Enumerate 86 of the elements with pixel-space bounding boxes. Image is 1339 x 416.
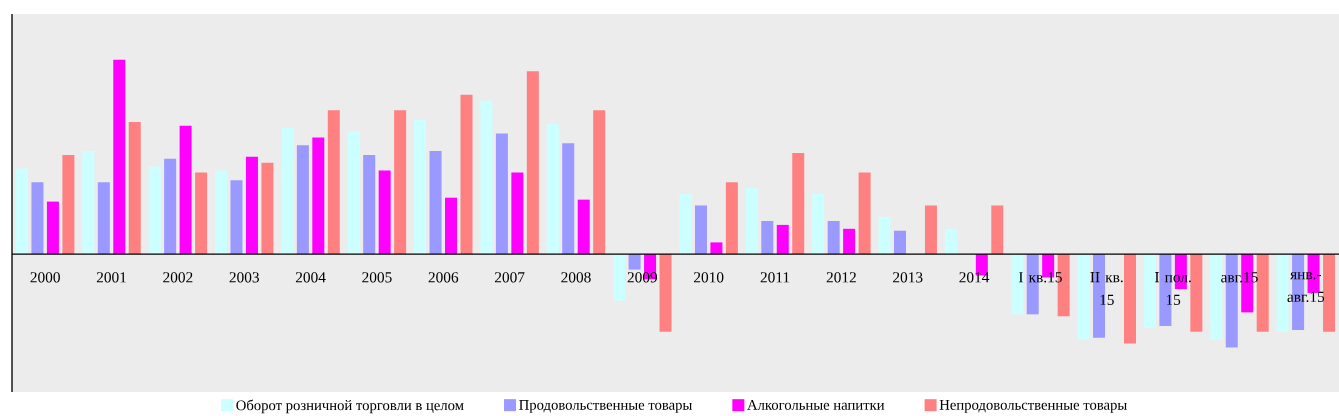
bar — [414, 119, 427, 255]
bar — [245, 156, 258, 255]
bar — [812, 193, 825, 255]
bar — [347, 131, 360, 255]
bar — [327, 110, 340, 255]
bar — [15, 168, 28, 255]
bar — [281, 127, 294, 255]
bar — [1210, 254, 1223, 340]
bar — [128, 121, 141, 255]
x-tick-label: II кв. 15 — [1090, 272, 1123, 305]
legend-label: Оборот розничной торговли в целом — [236, 399, 464, 414]
bar — [46, 201, 59, 255]
bar — [878, 217, 891, 255]
x-tick-label: 2002 — [163, 272, 193, 283]
bar — [261, 162, 274, 255]
bar — [843, 228, 856, 255]
x-tick-label: 2013 — [893, 272, 923, 283]
bar — [195, 172, 208, 255]
x-tick-label: 2000 — [30, 272, 60, 283]
x-tick-label: 2004 — [295, 272, 326, 283]
bar — [215, 170, 228, 255]
x-tick-label: 2012 — [826, 272, 856, 283]
bar — [1011, 254, 1024, 315]
bar — [495, 133, 508, 255]
bar — [659, 254, 672, 332]
bar — [62, 154, 75, 255]
bar — [164, 158, 177, 255]
bar — [577, 199, 590, 255]
legend-label: Непродовольственные товары — [939, 399, 1127, 413]
bar — [113, 59, 126, 255]
x-tick-label: I кв.15 — [1018, 272, 1062, 283]
x-tick-label: 2007 — [494, 272, 525, 283]
x-tick-label: 2006 — [428, 272, 459, 283]
x-tick-label: 2014 — [959, 272, 990, 283]
x-tick-label: 2010 — [694, 272, 724, 283]
bar — [761, 220, 774, 255]
x-tick-label: 2009 — [627, 272, 658, 283]
bar — [725, 182, 738, 255]
bar — [894, 230, 906, 255]
bar — [230, 180, 243, 255]
bar — [312, 137, 325, 255]
bar — [546, 123, 559, 255]
bar — [511, 172, 524, 255]
bar — [296, 145, 309, 255]
legend-label: Продовольственные товары — [519, 399, 692, 413]
bar — [792, 152, 805, 255]
bar — [526, 71, 539, 255]
bar — [628, 254, 641, 270]
bar — [148, 166, 161, 255]
bar — [394, 110, 407, 255]
x-tick-label: 2005 — [362, 272, 392, 283]
bar — [480, 100, 493, 255]
bar — [82, 150, 95, 255]
bar — [1323, 254, 1336, 332]
x-tick-label: 2003 — [229, 272, 259, 283]
bar — [363, 154, 376, 255]
bar — [827, 220, 840, 255]
bar — [944, 228, 957, 255]
bar — [679, 193, 692, 255]
bar — [1256, 254, 1269, 332]
x-tick-label: 2001 — [96, 272, 126, 283]
bar — [694, 205, 707, 255]
bar — [593, 110, 606, 255]
bar — [924, 205, 937, 255]
bar — [97, 182, 110, 255]
bar — [179, 125, 192, 255]
legend-label: Алкогольные напитки — [747, 399, 885, 410]
bar — [991, 205, 1004, 255]
bar — [776, 224, 789, 255]
bar — [429, 150, 442, 255]
bar — [1077, 254, 1090, 340]
bar — [1190, 254, 1203, 332]
bar — [613, 254, 626, 301]
bar — [31, 182, 44, 255]
bar — [858, 172, 871, 255]
bar — [1143, 254, 1156, 328]
bar — [745, 187, 758, 255]
bar — [710, 242, 723, 255]
bar — [1123, 254, 1136, 344]
bar — [378, 170, 391, 255]
x-tick-label: 2008 — [561, 272, 591, 283]
bar — [460, 94, 473, 255]
x-tick-label: 2011 — [760, 272, 790, 283]
bar — [562, 143, 575, 255]
bar — [1276, 254, 1289, 332]
bar — [445, 197, 458, 255]
